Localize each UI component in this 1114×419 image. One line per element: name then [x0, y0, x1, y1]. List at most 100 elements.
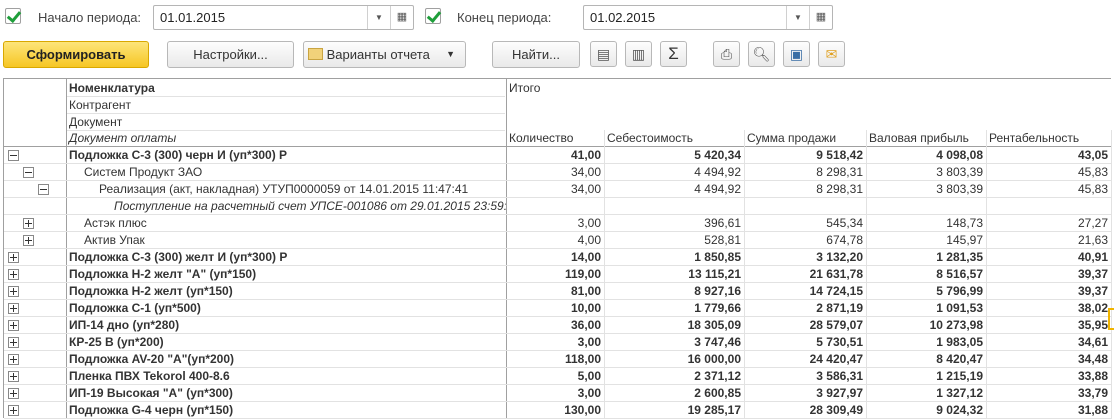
row-value[interactable]: 10 273,98: [867, 317, 987, 333]
find-button[interactable]: Найти...: [492, 41, 580, 68]
row-value[interactable]: 3 747,46: [605, 334, 745, 350]
row-value[interactable]: 16 000,00: [605, 351, 745, 367]
expand-icon[interactable]: [8, 405, 19, 416]
row-value[interactable]: 19 285,17: [605, 402, 745, 418]
row-value[interactable]: 119,00: [507, 266, 605, 282]
report-variants-button[interactable]: Варианты отчета ▼: [303, 41, 466, 68]
row-value[interactable]: 34,00: [507, 181, 605, 197]
row-value[interactable]: 148,73: [867, 215, 987, 231]
row-value[interactable]: 14 724,15: [745, 283, 867, 299]
row-value[interactable]: 8 516,57: [867, 266, 987, 282]
table-row[interactable]: Пленка ПВХ Tekorol 400-8.6 5,00 2 371,12 3 …: [4, 368, 1112, 385]
row-value[interactable]: 2 600,85: [605, 385, 745, 401]
collapse-all-icon[interactable]: ▥: [625, 41, 652, 67]
row-value[interactable]: 18 305,09: [605, 317, 745, 333]
row-value[interactable]: 1 779,66: [605, 300, 745, 316]
expand-icon[interactable]: [8, 388, 19, 399]
row-value[interactable]: 21,63: [987, 232, 1112, 248]
row-value[interactable]: 1 850,85: [605, 249, 745, 265]
row-value[interactable]: 34,61: [987, 334, 1112, 350]
row-value[interactable]: 4,00: [507, 232, 605, 248]
table-row[interactable]: Подложка С-3 (300) черн И (уп*300) Р 41,0…: [4, 147, 1112, 164]
row-value[interactable]: 4 494,92: [605, 181, 745, 197]
row-value[interactable]: 8 298,31: [745, 181, 867, 197]
column-header[interactable]: Рентабельность: [987, 130, 1112, 147]
column-header[interactable]: Валовая прибыль: [867, 130, 987, 147]
row-value[interactable]: [987, 198, 1112, 214]
calendar-icon[interactable]: ▦: [809, 6, 832, 29]
row-value[interactable]: 5 420,34: [605, 147, 745, 163]
row-value[interactable]: 4 494,92: [605, 164, 745, 180]
end-period-checkbox[interactable]: [425, 8, 441, 24]
expand-icon[interactable]: [8, 320, 19, 331]
row-value[interactable]: [867, 198, 987, 214]
table-row[interactable]: Реализация (акт, накладная) УТУП0000059 …: [4, 181, 1112, 198]
sum-icon[interactable]: Σ: [660, 41, 687, 67]
mail-icon[interactable]: ✉: [818, 41, 845, 67]
row-value[interactable]: 39,37: [987, 283, 1112, 299]
row-value[interactable]: 33,88: [987, 368, 1112, 384]
table-row[interactable]: Подложка G-4 черн (уп*150) 130,00 19 285,1…: [4, 402, 1112, 419]
table-row[interactable]: Подложка Н-2 желт "А" (уп*150) 119,00 13 1…: [4, 266, 1112, 283]
row-value[interactable]: 40,91: [987, 249, 1112, 265]
row-value[interactable]: 36,00: [507, 317, 605, 333]
table-row[interactable]: ИП-14 дно (уп*280) 36,00 18 305,09 28 579,0…: [4, 317, 1112, 334]
row-value[interactable]: 3 927,97: [745, 385, 867, 401]
table-row[interactable]: Систем Продукт ЗАО 34,00 4 494,92 8 298,31 3…: [4, 164, 1112, 181]
row-value[interactable]: 3,00: [507, 385, 605, 401]
row-value[interactable]: 9 024,32: [867, 402, 987, 418]
row-value[interactable]: 45,83: [987, 181, 1112, 197]
row-value[interactable]: 27,27: [987, 215, 1112, 231]
row-value[interactable]: 3,00: [507, 334, 605, 350]
row-value[interactable]: 2 871,19: [745, 300, 867, 316]
row-value[interactable]: 1 091,53: [867, 300, 987, 316]
row-value[interactable]: 2 371,12: [605, 368, 745, 384]
row-value[interactable]: 1 215,19: [867, 368, 987, 384]
column-header[interactable]: Себестоимость: [605, 130, 745, 147]
expand-icon[interactable]: [8, 354, 19, 365]
row-value[interactable]: 545,34: [745, 215, 867, 231]
chevron-down-icon[interactable]: ▼: [786, 6, 809, 29]
row-value[interactable]: 34,48: [987, 351, 1112, 367]
collapse-icon[interactable]: [38, 184, 49, 195]
row-value[interactable]: 3 803,39: [867, 181, 987, 197]
row-value[interactable]: 28 309,49: [745, 402, 867, 418]
print-icon[interactable]: ⎙: [713, 41, 740, 67]
expand-icon[interactable]: [8, 337, 19, 348]
calendar-icon[interactable]: ▦: [390, 6, 413, 29]
row-value[interactable]: 674,78: [745, 232, 867, 248]
row-value[interactable]: 9 518,42: [745, 147, 867, 163]
row-value[interactable]: [605, 198, 745, 214]
row-value[interactable]: 1 983,05: [867, 334, 987, 350]
row-value[interactable]: [507, 198, 605, 214]
expand-all-icon[interactable]: ▤: [590, 41, 617, 67]
row-value[interactable]: 38,02: [987, 300, 1112, 316]
report-grid[interactable]: Номенклатура Контрагент Документ Докумен…: [3, 78, 1114, 419]
chevron-down-icon[interactable]: ▼: [367, 6, 390, 29]
row-value[interactable]: 24 420,47: [745, 351, 867, 367]
expand-icon[interactable]: [8, 252, 19, 263]
start-period-checkbox[interactable]: [5, 8, 21, 24]
row-value[interactable]: 5,00: [507, 368, 605, 384]
expand-icon[interactable]: [8, 371, 19, 382]
row-value[interactable]: 8 927,16: [605, 283, 745, 299]
table-row[interactable]: Подложка С-3 (300) желт И (уп*300) Р 14,0…: [4, 249, 1112, 266]
row-value[interactable]: 3,00: [507, 215, 605, 231]
end-period-input[interactable]: 01.02.2015 ▼ ▦: [583, 5, 833, 30]
table-row[interactable]: ИП-19 Высокая "А" (уп*300) 3,00 2 600,85 3 …: [4, 385, 1112, 402]
collapse-icon[interactable]: [23, 167, 34, 178]
row-value[interactable]: 81,00: [507, 283, 605, 299]
column-header[interactable]: Сумма продажи: [745, 130, 867, 147]
row-value[interactable]: 1 281,35: [867, 249, 987, 265]
column-header[interactable]: Количество: [507, 130, 605, 147]
row-value[interactable]: 8 298,31: [745, 164, 867, 180]
row-value[interactable]: 33,79: [987, 385, 1112, 401]
row-value[interactable]: 145,97: [867, 232, 987, 248]
row-value[interactable]: 39,37: [987, 266, 1112, 282]
row-value[interactable]: 8 420,47: [867, 351, 987, 367]
row-value[interactable]: [745, 198, 867, 214]
row-value[interactable]: 396,61: [605, 215, 745, 231]
table-row[interactable]: Подложка AV-20 "А"(уп*200) 118,00 16 000,0…: [4, 351, 1112, 368]
preview-icon[interactable]: 🔍︎: [748, 41, 775, 67]
row-value[interactable]: 45,83: [987, 164, 1112, 180]
